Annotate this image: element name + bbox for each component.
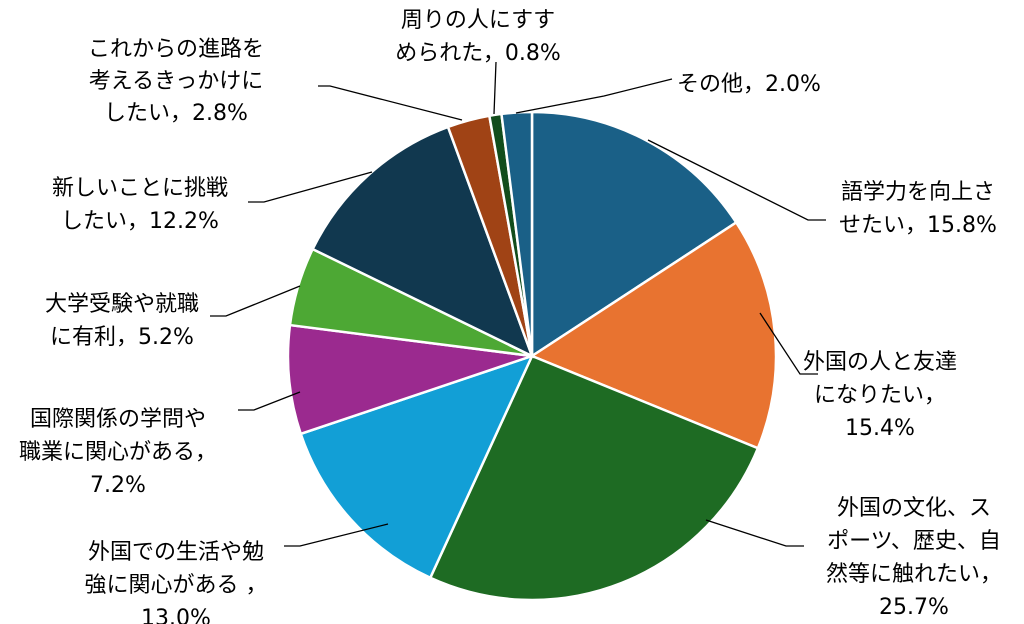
leader-line-10 bbox=[515, 78, 673, 114]
pie-slice-5 bbox=[286, 323, 533, 436]
leader-line-8 bbox=[318, 85, 463, 121]
leader-line-6 bbox=[210, 285, 301, 317]
slice-labels: 語学力を向上させたい，15.8% 外国の人と友達になりたい， 15.4% 外国の文化、… bbox=[19, 8, 1002, 624]
slice-label-1: 語学力を向上させたい，15.8% bbox=[839, 180, 997, 238]
leader-line-7 bbox=[248, 171, 373, 203]
slice-label-9: 周りの人にすすめられた，0.8% bbox=[395, 8, 560, 66]
leader-line-3 bbox=[705, 519, 804, 547]
slice-label-4: 外国での生活や勉強に関心がある ， 13.0% bbox=[85, 540, 268, 624]
leader-line-5 bbox=[238, 391, 301, 411]
slice-label-3: 外国の文化、スポーツ、歴史、自然等に触れたい， 25.7% bbox=[826, 496, 1002, 620]
pie-slice-3 bbox=[428, 354, 760, 602]
pie-slice-4 bbox=[299, 353, 535, 580]
leader-line-4 bbox=[284, 523, 389, 547]
slice-label-6: 大学受験や就職に有利，5.2% bbox=[45, 292, 199, 350]
pie-slice-2 bbox=[529, 220, 778, 450]
slice-label-5: 国際関係の学問や職業に関心がある， 7.2% bbox=[19, 407, 217, 498]
slice-label-2: 外国の人と友達になりたい， 15.4% bbox=[803, 350, 957, 441]
leader-lines bbox=[210, 61, 826, 547]
slice-label-8: これからの進路を考えるきっかけにしたい，2.8% bbox=[88, 37, 264, 126]
pie-slices bbox=[286, 110, 778, 602]
leader-line-1 bbox=[647, 139, 826, 221]
pie-slice-1 bbox=[530, 110, 738, 359]
leader-line-2 bbox=[759, 312, 818, 375]
pie-slice-7 bbox=[310, 125, 535, 359]
slice-label-7: 新しいことに挑戦したい，12.2% bbox=[52, 176, 228, 234]
slice-label-10: その他，2.0% bbox=[677, 72, 821, 97]
leader-line-9 bbox=[493, 61, 497, 115]
